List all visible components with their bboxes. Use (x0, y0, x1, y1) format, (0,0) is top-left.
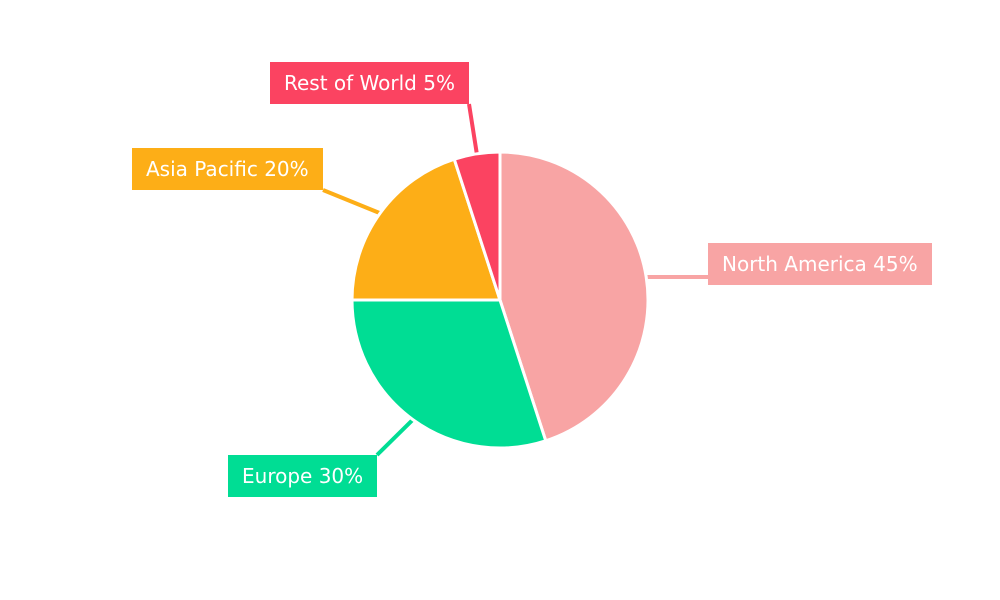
pie-slice-europe (350, 298, 548, 450)
slice-label-asia-pacific: Asia Pacific 20% (132, 148, 323, 190)
leader-line-rest-of-world (467, 103, 479, 156)
leader-line-asia-pacific (322, 188, 382, 216)
slice-label-rest-of-world: Rest of World 5% (270, 62, 469, 104)
leader-line-europe (375, 417, 416, 457)
pie-slice-asia-pacific (350, 157, 502, 302)
pie-slice-north-america (498, 150, 650, 443)
slice-label-north-america: North America 45% (708, 243, 932, 285)
pie-slice-rest-of-world (452, 150, 502, 302)
slice-label-europe: Europe 30% (228, 455, 378, 497)
